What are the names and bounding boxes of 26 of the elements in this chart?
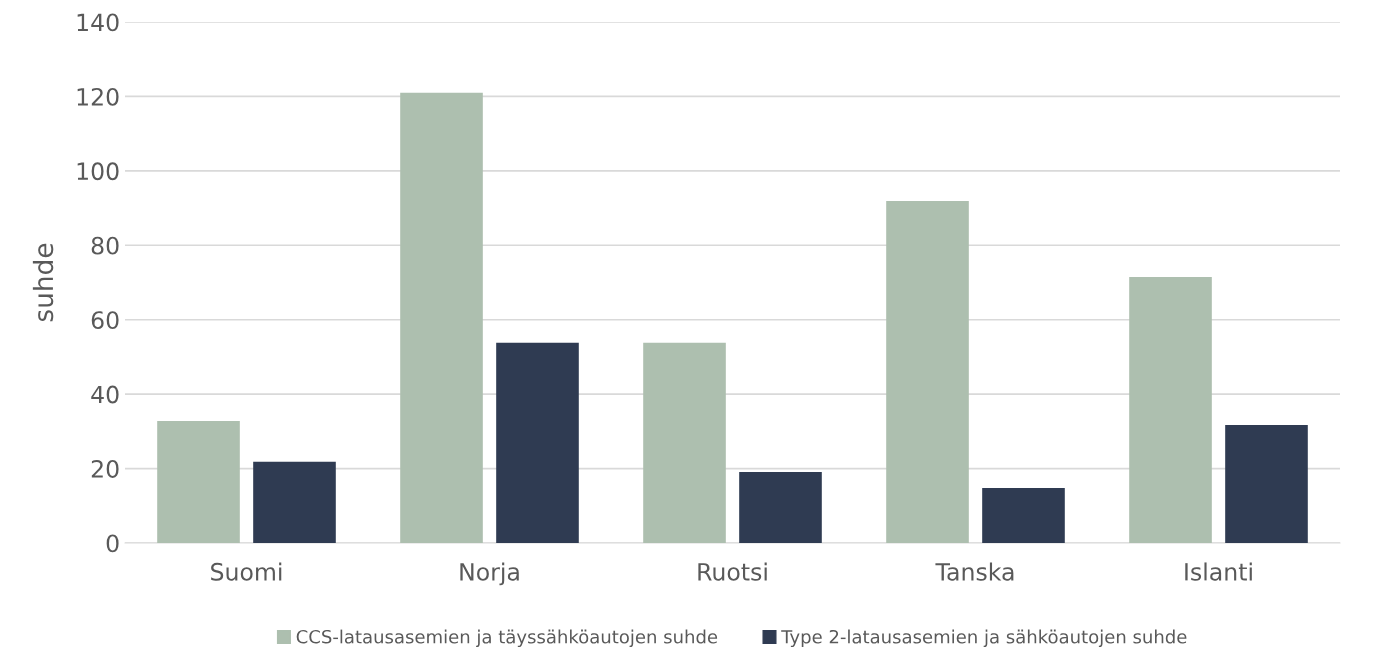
bar	[739, 471, 822, 543]
y-tick-label: 60	[91, 311, 119, 330]
y-tick-label: 100	[77, 162, 119, 181]
legend-label: CCS-latausasemien ja täyssähköautojen suhde	[296, 629, 718, 648]
bar	[982, 487, 1065, 543]
bar	[253, 461, 336, 543]
x-tick-label: Suomi	[211, 562, 282, 581]
x-tick-label: Islanti	[1185, 562, 1252, 581]
bar	[400, 92, 483, 543]
bar	[1129, 276, 1212, 543]
y-tick-label: 120	[77, 87, 119, 106]
y-tick-label: 40	[91, 385, 119, 404]
x-tick-label: Ruotsi	[698, 562, 767, 581]
y-tick-label: 140	[77, 13, 119, 32]
y-tick-label: 20	[91, 460, 119, 478]
x-tick-label: Norja	[460, 562, 519, 586]
y-tick-label: 0	[106, 534, 119, 553]
bar	[1225, 425, 1308, 543]
bar	[643, 342, 726, 543]
x-tick-label: Tanska	[935, 562, 1014, 581]
bar	[496, 342, 579, 543]
y-tick-label: 80	[91, 236, 119, 255]
bar	[886, 201, 969, 543]
legend-label: Type 2-latausasemien ja sähköautojen suhde	[781, 629, 1187, 648]
y-axis-title: suhde	[32, 243, 54, 322]
bar	[157, 420, 240, 543]
